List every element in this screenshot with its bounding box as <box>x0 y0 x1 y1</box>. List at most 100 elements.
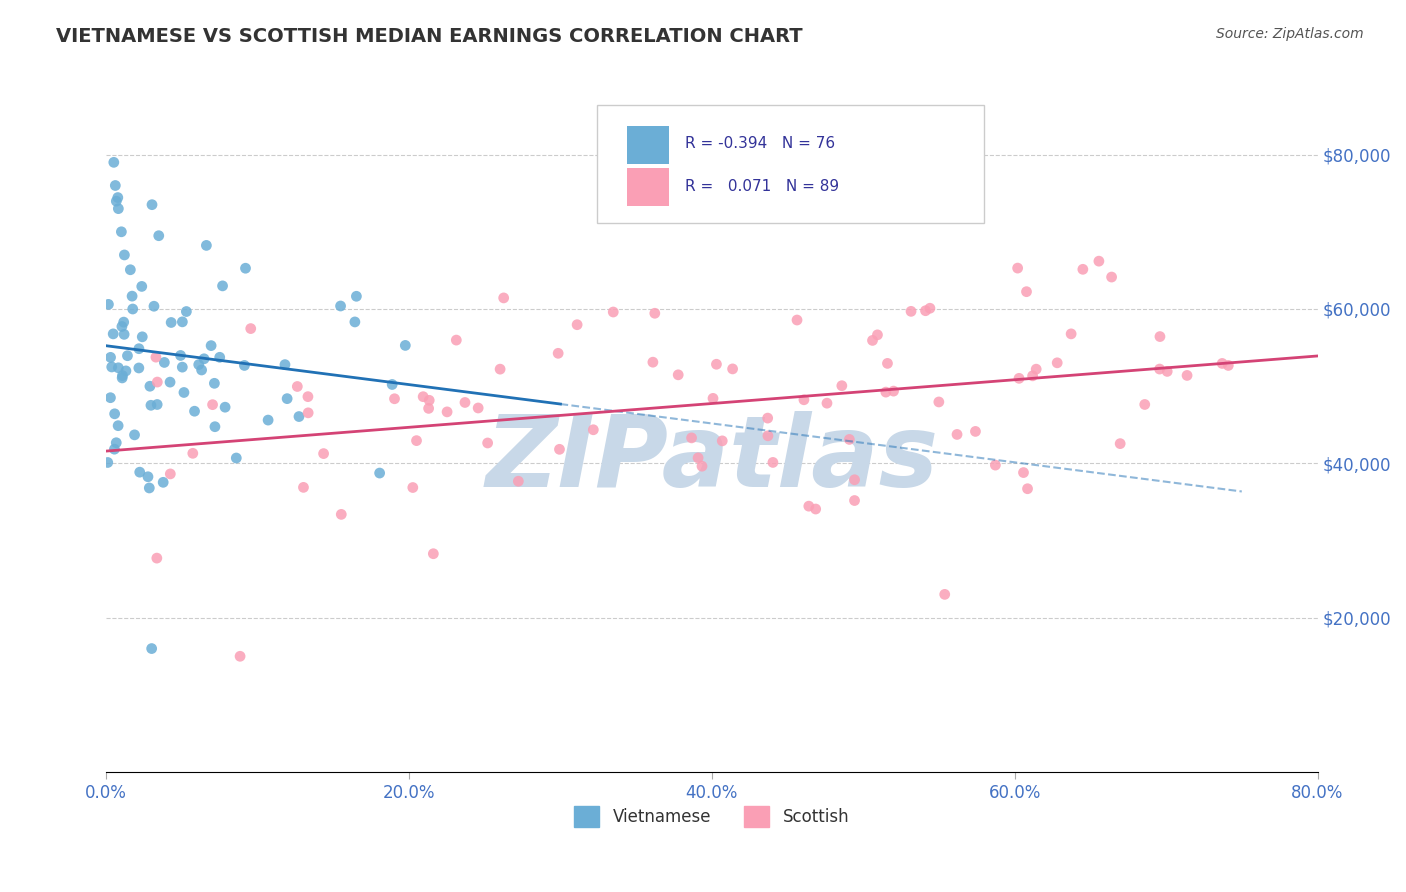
Point <box>187 358 209 372</box>
Point <box>111 319 134 334</box>
Point <box>200 338 222 352</box>
Point <box>381 377 404 392</box>
Point <box>934 587 956 601</box>
Point <box>706 357 728 371</box>
Point <box>688 450 710 465</box>
Point <box>418 393 440 408</box>
Point <box>1101 270 1123 285</box>
Point <box>111 371 134 385</box>
Point <box>159 375 181 389</box>
Point <box>1211 356 1233 370</box>
Point <box>172 360 194 375</box>
Point <box>862 334 884 348</box>
Point <box>565 318 588 332</box>
Point <box>104 407 127 421</box>
Point <box>138 481 160 495</box>
Point <box>797 499 820 513</box>
Point <box>105 435 128 450</box>
Point <box>103 442 125 457</box>
Point <box>918 301 941 316</box>
Point <box>946 427 969 442</box>
Point <box>100 351 122 365</box>
Point <box>107 360 129 375</box>
Point <box>548 442 571 457</box>
Text: R = -0.394   N = 76: R = -0.394 N = 76 <box>685 136 835 151</box>
Point <box>702 392 724 406</box>
Point <box>1007 261 1029 276</box>
Point <box>128 465 150 479</box>
Point <box>405 434 427 448</box>
Point <box>330 508 353 522</box>
Point <box>1015 285 1038 299</box>
Point <box>1156 364 1178 378</box>
Point <box>883 384 905 398</box>
Point <box>288 409 311 424</box>
Point <box>235 261 257 276</box>
Text: Source: ZipAtlas.com: Source: ZipAtlas.com <box>1216 27 1364 41</box>
Point <box>547 346 569 360</box>
Point <box>181 446 204 460</box>
Point <box>107 418 129 433</box>
Point <box>121 289 143 303</box>
Point <box>104 178 127 193</box>
Point <box>1071 262 1094 277</box>
Point <box>208 351 231 365</box>
Point <box>804 502 827 516</box>
Point <box>786 313 808 327</box>
Point <box>1109 436 1132 450</box>
Point <box>121 301 143 316</box>
Point <box>131 330 153 344</box>
Point <box>112 248 135 262</box>
Point <box>146 397 169 411</box>
Point <box>146 551 169 566</box>
Point <box>844 493 866 508</box>
Point <box>1025 362 1047 376</box>
Point <box>343 315 366 329</box>
Point <box>201 398 224 412</box>
Point <box>875 385 897 400</box>
Point <box>1088 254 1111 268</box>
Point <box>402 481 425 495</box>
Point <box>112 315 135 329</box>
Point <box>815 396 838 410</box>
Point <box>139 379 162 393</box>
Point <box>1008 371 1031 385</box>
Point <box>297 390 319 404</box>
Point <box>143 299 166 313</box>
Point <box>412 390 434 404</box>
Point <box>344 289 367 303</box>
Point <box>112 327 135 342</box>
Point <box>329 299 352 313</box>
Point <box>190 363 212 377</box>
Point <box>100 359 122 374</box>
Point <box>97 297 120 311</box>
Point <box>160 316 183 330</box>
Point <box>436 405 458 419</box>
Point <box>492 291 515 305</box>
Point <box>900 304 922 318</box>
Point <box>1017 482 1039 496</box>
Point <box>111 368 134 383</box>
Point <box>914 303 936 318</box>
Point <box>193 351 215 366</box>
Point <box>297 406 319 420</box>
Bar <box>627 168 669 206</box>
Text: ZIPatlas: ZIPatlas <box>485 411 938 508</box>
Point <box>312 447 335 461</box>
Bar <box>627 126 669 164</box>
Point <box>136 469 159 483</box>
Point <box>195 238 218 252</box>
Point <box>274 358 297 372</box>
Legend: Vietnamese, Scottish: Vietnamese, Scottish <box>568 799 856 833</box>
Point <box>128 361 150 376</box>
Point <box>176 304 198 318</box>
Point <box>1149 329 1171 343</box>
Point <box>225 450 247 465</box>
Point <box>1046 356 1069 370</box>
Point <box>454 395 477 409</box>
Point <box>508 474 530 488</box>
Point <box>756 411 779 425</box>
Point <box>141 197 163 211</box>
Point <box>582 423 605 437</box>
Point <box>169 349 191 363</box>
